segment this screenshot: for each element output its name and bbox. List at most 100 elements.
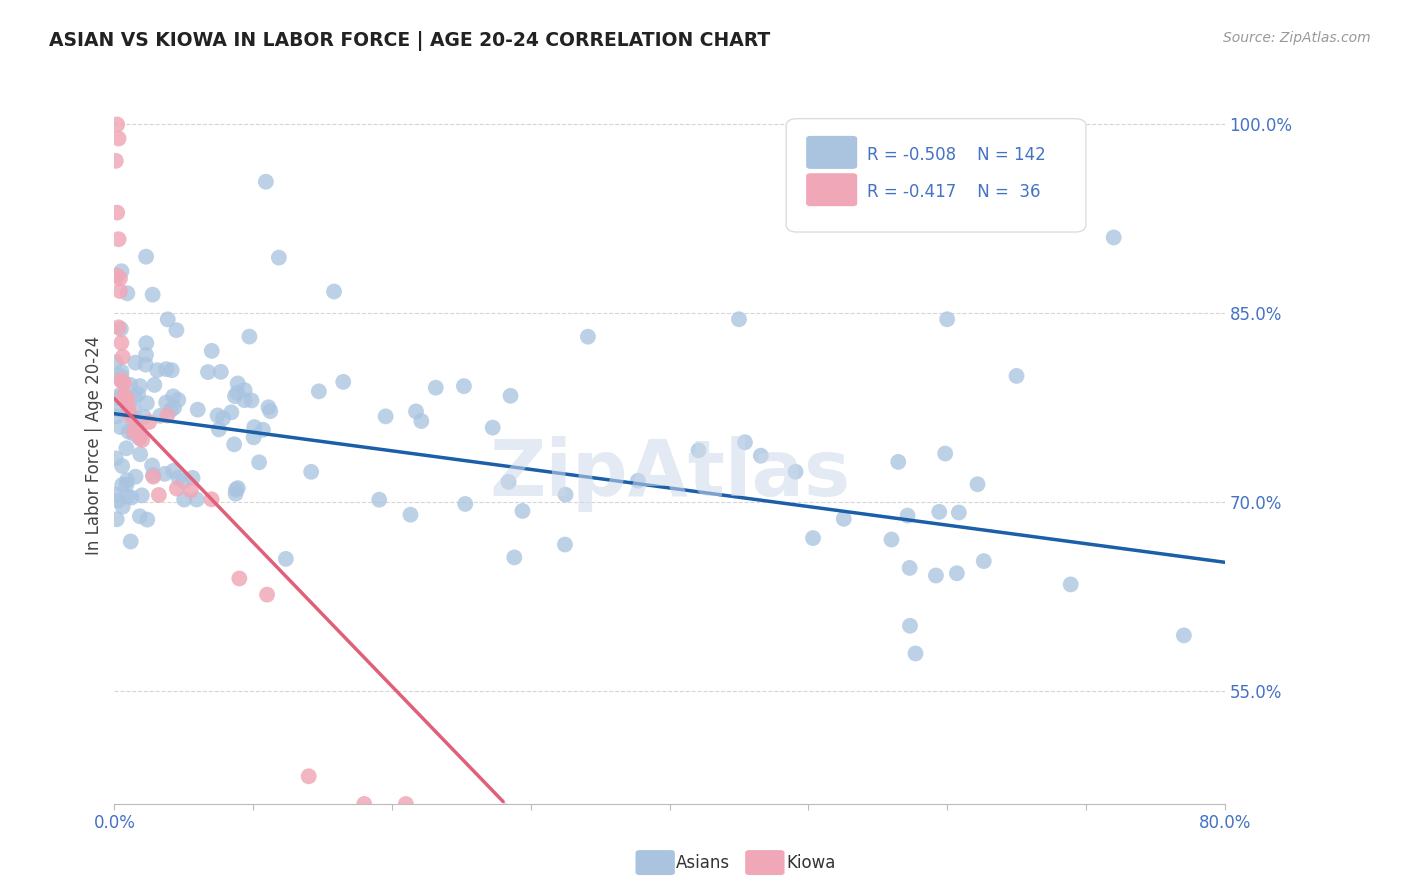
- Point: [117, 400, 139, 414]
- Point: [121, 491, 143, 505]
- Text: Kiowa: Kiowa: [786, 854, 835, 871]
- Point: [110, 369, 132, 384]
- Point: [966, 477, 988, 491]
- Point: [228, 571, 250, 585]
- Point: [212, 411, 235, 425]
- FancyBboxPatch shape: [786, 119, 1085, 232]
- Point: [111, 458, 134, 473]
- Point: [226, 376, 249, 391]
- Point: [200, 492, 222, 507]
- Point: [225, 483, 247, 497]
- Point: [131, 488, 153, 502]
- Point: [832, 512, 855, 526]
- Point: [142, 469, 165, 483]
- Point: [105, 512, 128, 526]
- Point: [166, 482, 188, 496]
- Point: [247, 455, 270, 469]
- Point: [221, 405, 243, 419]
- Point: [120, 534, 142, 549]
- Point: [155, 362, 177, 376]
- Point: [112, 376, 135, 391]
- Point: [554, 488, 576, 502]
- Point: [108, 271, 131, 285]
- Point: [208, 422, 231, 436]
- Point: [120, 377, 142, 392]
- Point: [503, 550, 526, 565]
- Point: [125, 421, 148, 435]
- Point: [108, 391, 131, 405]
- Point: [107, 232, 129, 246]
- Point: [112, 389, 135, 403]
- Point: [156, 312, 179, 326]
- Point: [153, 467, 176, 481]
- Point: [115, 442, 138, 456]
- Point: [353, 797, 375, 811]
- Text: ZipAtlas: ZipAtlas: [489, 436, 851, 512]
- Point: [734, 435, 756, 450]
- Text: R = -0.508    N = 142: R = -0.508 N = 142: [868, 145, 1046, 163]
- Point: [948, 506, 970, 520]
- Point: [880, 533, 903, 547]
- Point: [155, 395, 177, 409]
- Point: [111, 350, 134, 364]
- Point: [225, 487, 247, 501]
- Point: [173, 492, 195, 507]
- Point: [928, 505, 950, 519]
- Point: [128, 379, 150, 393]
- Point: [904, 647, 927, 661]
- Point: [233, 393, 256, 408]
- Point: [181, 471, 204, 485]
- Point: [128, 509, 150, 524]
- Point: [252, 423, 274, 437]
- Point: [115, 478, 138, 492]
- Point: [127, 387, 149, 401]
- Point: [162, 464, 184, 478]
- Point: [1173, 628, 1195, 642]
- FancyBboxPatch shape: [806, 173, 858, 206]
- Point: [224, 437, 246, 451]
- Point: [308, 384, 330, 399]
- Point: [118, 408, 141, 422]
- Point: [160, 363, 183, 377]
- Point: [201, 343, 224, 358]
- Point: [172, 474, 194, 488]
- Point: [226, 385, 249, 400]
- Point: [129, 447, 152, 461]
- Point: [142, 467, 165, 482]
- Text: ASIAN VS KIOWA IN LABOR FORCE | AGE 20-24 CORRELATION CHART: ASIAN VS KIOWA IN LABOR FORCE | AGE 20-2…: [49, 31, 770, 51]
- Text: R = -0.417    N =  36: R = -0.417 N = 36: [868, 183, 1040, 201]
- Point: [110, 264, 132, 278]
- Point: [108, 403, 131, 417]
- Point: [149, 409, 172, 423]
- Point: [104, 451, 127, 466]
- Point: [111, 478, 134, 492]
- Point: [399, 508, 422, 522]
- Point: [114, 389, 136, 403]
- Point: [233, 383, 256, 397]
- Point: [425, 381, 447, 395]
- Point: [925, 568, 948, 582]
- Point: [108, 284, 131, 298]
- Point: [122, 414, 145, 428]
- Point: [110, 322, 132, 336]
- Point: [146, 363, 169, 377]
- Point: [167, 471, 190, 485]
- Point: [1060, 577, 1083, 591]
- Point: [110, 374, 132, 388]
- Point: [259, 404, 281, 418]
- Point: [243, 420, 266, 434]
- Point: [512, 504, 534, 518]
- Point: [115, 473, 138, 487]
- Point: [688, 443, 710, 458]
- Point: [110, 374, 132, 388]
- Point: [136, 513, 159, 527]
- Point: [167, 392, 190, 407]
- Point: [107, 493, 129, 508]
- Point: [453, 379, 475, 393]
- Point: [274, 552, 297, 566]
- Point: [374, 409, 396, 424]
- Point: [115, 489, 138, 503]
- Point: [481, 420, 503, 434]
- Point: [973, 554, 995, 568]
- Point: [898, 561, 921, 575]
